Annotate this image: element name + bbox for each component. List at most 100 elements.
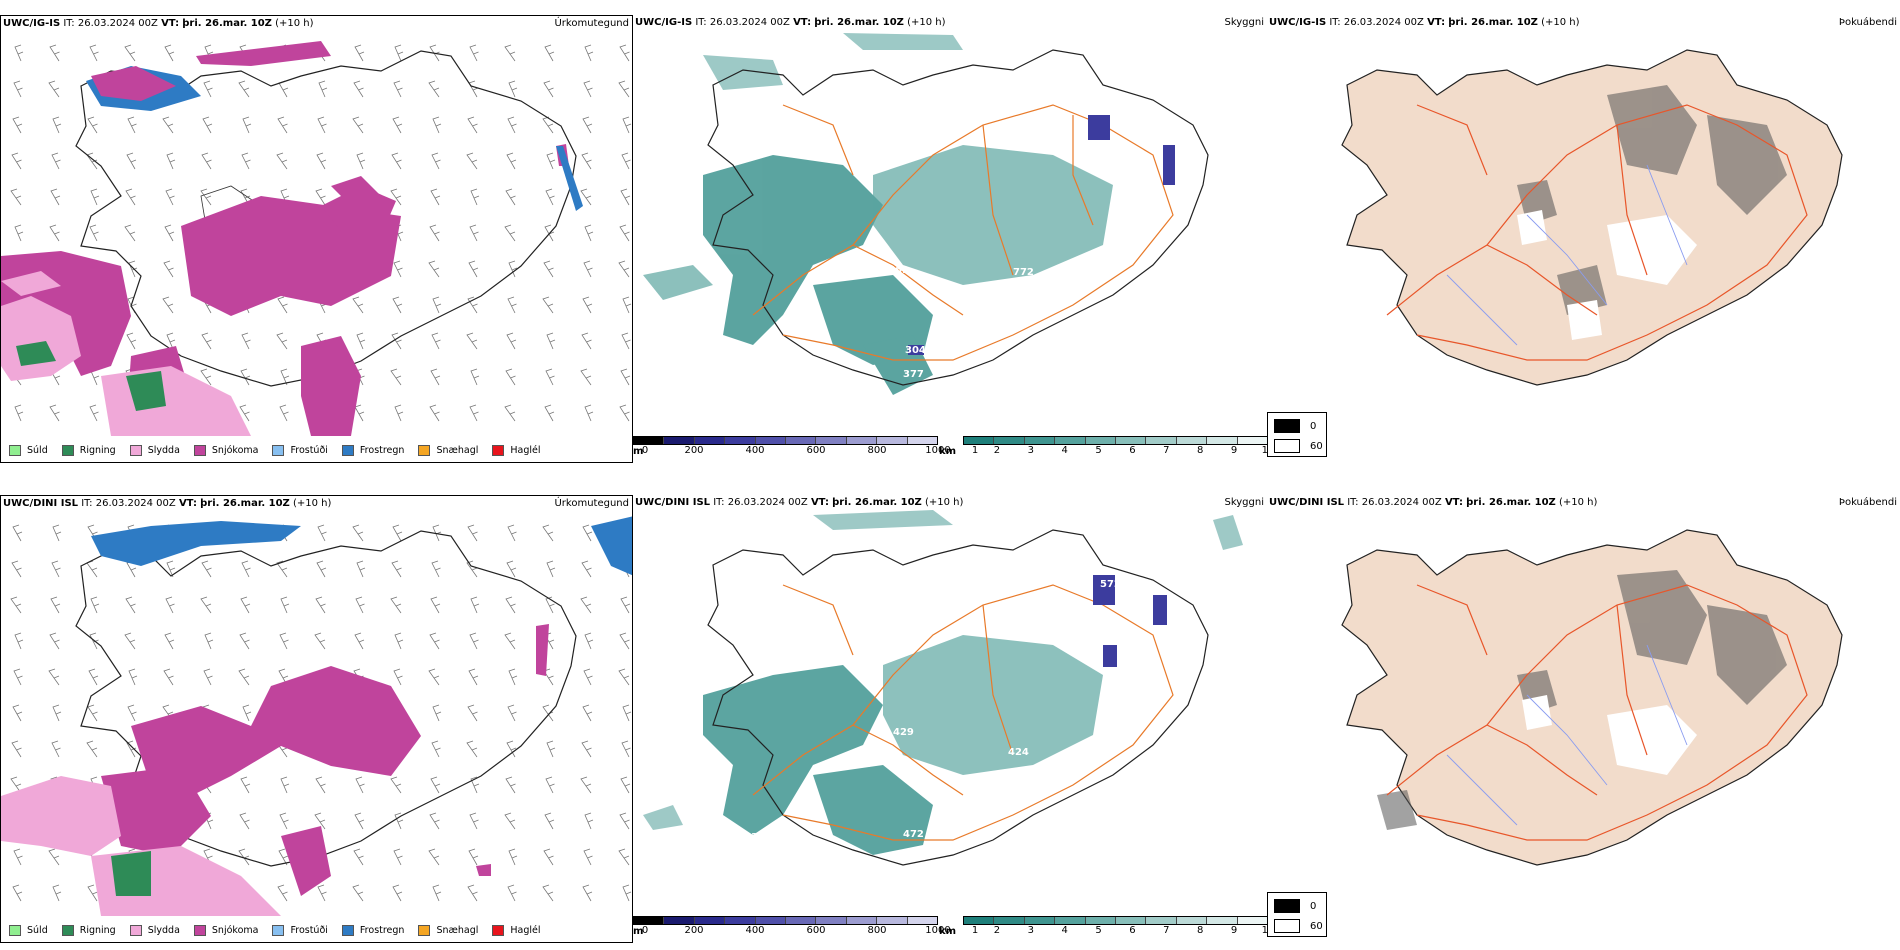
wind-barb — [504, 812, 516, 830]
wind-barb — [428, 668, 440, 686]
fog-legend-label: 60 — [1310, 920, 1323, 932]
snow-areas — [1, 41, 569, 436]
wind-barb — [621, 152, 631, 170]
wind-barb — [431, 740, 441, 758]
wind-barb — [279, 812, 289, 830]
fog-legend-label: 60 — [1310, 440, 1323, 452]
wind-barb — [124, 224, 136, 242]
wind-barb — [392, 296, 403, 314]
wind-barb — [11, 560, 22, 578]
legend-label: Frostúði — [290, 444, 328, 456]
wind-barb — [13, 848, 23, 866]
wind-barb — [315, 596, 326, 614]
wind-barb — [469, 44, 479, 62]
wind-barb — [618, 80, 630, 98]
legend-item: Frostúði — [272, 924, 328, 936]
wind-barb — [505, 368, 516, 386]
wind-barb — [166, 152, 176, 170]
wind-barb — [356, 152, 366, 170]
wind-barb — [240, 596, 251, 614]
wind-barb — [506, 332, 517, 350]
wind-barb — [12, 524, 23, 542]
wind-barb — [618, 260, 630, 278]
wind-barb — [316, 560, 327, 578]
wind-barb — [393, 848, 403, 866]
wind-barb — [469, 812, 479, 830]
svg-text:550: 550 — [1171, 612, 1192, 623]
colorbar-tick: 0 — [641, 445, 649, 456]
wind-barb — [317, 884, 327, 902]
wind-barb — [506, 740, 517, 758]
wind-barb — [203, 668, 213, 686]
colorbar-tick: 1000 — [925, 925, 951, 936]
wind-barb — [204, 632, 214, 650]
wind-barb — [544, 812, 555, 830]
colorbar-cell — [1237, 437, 1267, 444]
wind-barb — [278, 848, 289, 866]
colorbar-cell — [725, 437, 756, 444]
colorbar-cell — [786, 917, 817, 924]
wind-barb — [393, 80, 403, 98]
legend-swatch — [418, 444, 431, 456]
legend-swatch — [272, 924, 285, 936]
fog-legend-swatch — [1274, 419, 1300, 433]
wind-barb — [48, 668, 60, 686]
colorbar-tick: 3 — [1027, 925, 1034, 936]
fog-legend-label: 0 — [1310, 900, 1317, 912]
colorbar-cell — [694, 437, 726, 444]
colorbar-tick: 400 — [745, 445, 765, 456]
fog-panel-bottom: UWC/DINI ISL IT: 26.03.2024 00Z VT: þri.… — [1267, 495, 1900, 943]
wind-barb — [618, 848, 630, 866]
wind-barb — [280, 368, 290, 386]
wind-barb — [391, 560, 402, 578]
fog-legend-swatch — [1274, 439, 1300, 453]
wind-barb — [430, 188, 441, 206]
wind-barb — [391, 152, 402, 170]
legend-swatch — [341, 444, 354, 456]
wind-barb — [126, 152, 137, 170]
wind-barb — [166, 560, 176, 578]
colorbar-tick: 9 — [1230, 445, 1238, 456]
wind-barb — [315, 188, 326, 206]
wind-barb — [619, 44, 630, 62]
precip-map-bottom — [1, 516, 632, 916]
svg-text:424: 424 — [1008, 747, 1029, 758]
legend-label: Frostregn — [359, 924, 405, 936]
colorbar-tick: 0 — [641, 925, 649, 936]
wind-barb — [164, 632, 175, 650]
wind-barb — [544, 404, 555, 422]
wind-barb — [545, 776, 555, 794]
wind-barb — [280, 776, 290, 794]
wind-barb — [467, 116, 478, 134]
colorbar-cell — [755, 917, 787, 924]
wind-barb — [618, 668, 630, 686]
wind-barb — [428, 260, 440, 278]
wind-barb — [428, 80, 440, 98]
colorbar-cell — [755, 437, 787, 444]
wind-barb — [430, 368, 441, 386]
wind-barb — [508, 848, 518, 866]
wind-barb — [14, 632, 24, 650]
colorbar-cell — [964, 437, 995, 444]
wind-barb — [546, 740, 556, 758]
colorbar-cell — [964, 917, 995, 924]
colorbar-tick: 6 — [1129, 445, 1136, 456]
wind-barb — [48, 848, 60, 866]
colorbar-tick: 7 — [1163, 925, 1170, 936]
wind-barb — [279, 404, 289, 422]
wind-barb — [468, 848, 479, 866]
wind-barb — [239, 812, 250, 830]
wind-barb — [583, 80, 593, 98]
wind-barb — [619, 224, 630, 242]
wind-barb — [164, 224, 175, 242]
wind-barb — [164, 44, 175, 62]
wind-barb — [393, 668, 403, 686]
wind-barb — [582, 704, 593, 722]
cloud-panel-bottom: 429 335 424 572 472 444 420 377 550 UWC/… — [633, 495, 1267, 943]
wind-barb — [314, 632, 326, 650]
wind-barb — [545, 596, 555, 614]
wind-barb — [200, 596, 212, 614]
wind-barb — [505, 188, 516, 206]
wind-barb — [166, 332, 176, 350]
wind-barb — [14, 44, 24, 62]
